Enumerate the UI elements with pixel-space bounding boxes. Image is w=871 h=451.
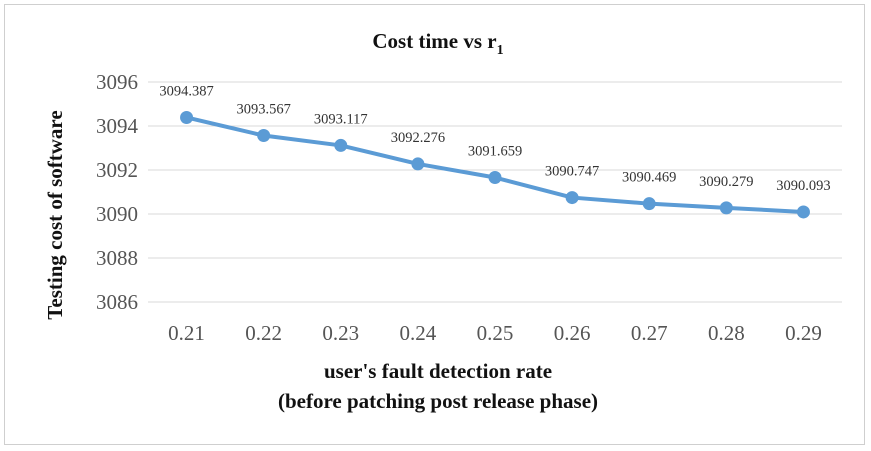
x-tick-label: 0.23 <box>322 321 359 345</box>
data-label: 3090.469 <box>622 170 676 186</box>
data-label: 3093.117 <box>314 111 368 127</box>
y-tick-label: 3086 <box>96 290 138 314</box>
data-label: 3093.567 <box>236 102 290 118</box>
data-label: 3094.387 <box>159 83 213 99</box>
y-axis-title: Testing cost of software <box>43 110 67 319</box>
chart-title-text: Cost time vs r <box>372 29 496 53</box>
data-point <box>257 129 271 143</box>
x-tick-label: 0.27 <box>631 321 668 345</box>
data-point <box>334 138 348 152</box>
y-tick-label: 3096 <box>96 70 138 94</box>
y-tick-label: 3088 <box>96 246 138 270</box>
data-label: 3091.659 <box>468 144 522 160</box>
chart-title: Cost time vs r1 <box>372 29 503 58</box>
chart-frame <box>4 4 865 445</box>
x-tick-label: 0.25 <box>477 321 514 345</box>
x-tick-label: 0.26 <box>554 321 591 345</box>
x-axis-title-line2: (before patching post release phase) <box>278 389 598 413</box>
data-label: 3090.279 <box>699 174 753 190</box>
data-label: 3092.276 <box>391 130 445 146</box>
x-tick-label: 0.21 <box>168 321 205 345</box>
data-point <box>642 197 656 211</box>
x-tick-label: 0.24 <box>400 321 437 345</box>
data-point <box>411 157 425 171</box>
data-point <box>565 191 579 205</box>
y-tick-label: 3092 <box>96 158 138 182</box>
y-tick-label: 3090 <box>96 202 138 226</box>
data-label: 3090.093 <box>776 178 830 194</box>
y-tick-label: 3094 <box>96 114 139 138</box>
data-point <box>488 171 502 185</box>
chart-title-subscript: 1 <box>497 43 504 58</box>
series-line <box>184 115 806 214</box>
data-point <box>719 201 733 215</box>
x-tick-label: 0.28 <box>708 321 745 345</box>
x-axis-title-line1: user's fault detection rate <box>324 359 552 383</box>
x-tick-label: 0.22 <box>245 321 282 345</box>
data-point <box>796 205 810 219</box>
data-point <box>180 110 194 124</box>
data-label: 3090.747 <box>545 164 599 180</box>
x-tick-label: 0.29 <box>785 321 822 345</box>
